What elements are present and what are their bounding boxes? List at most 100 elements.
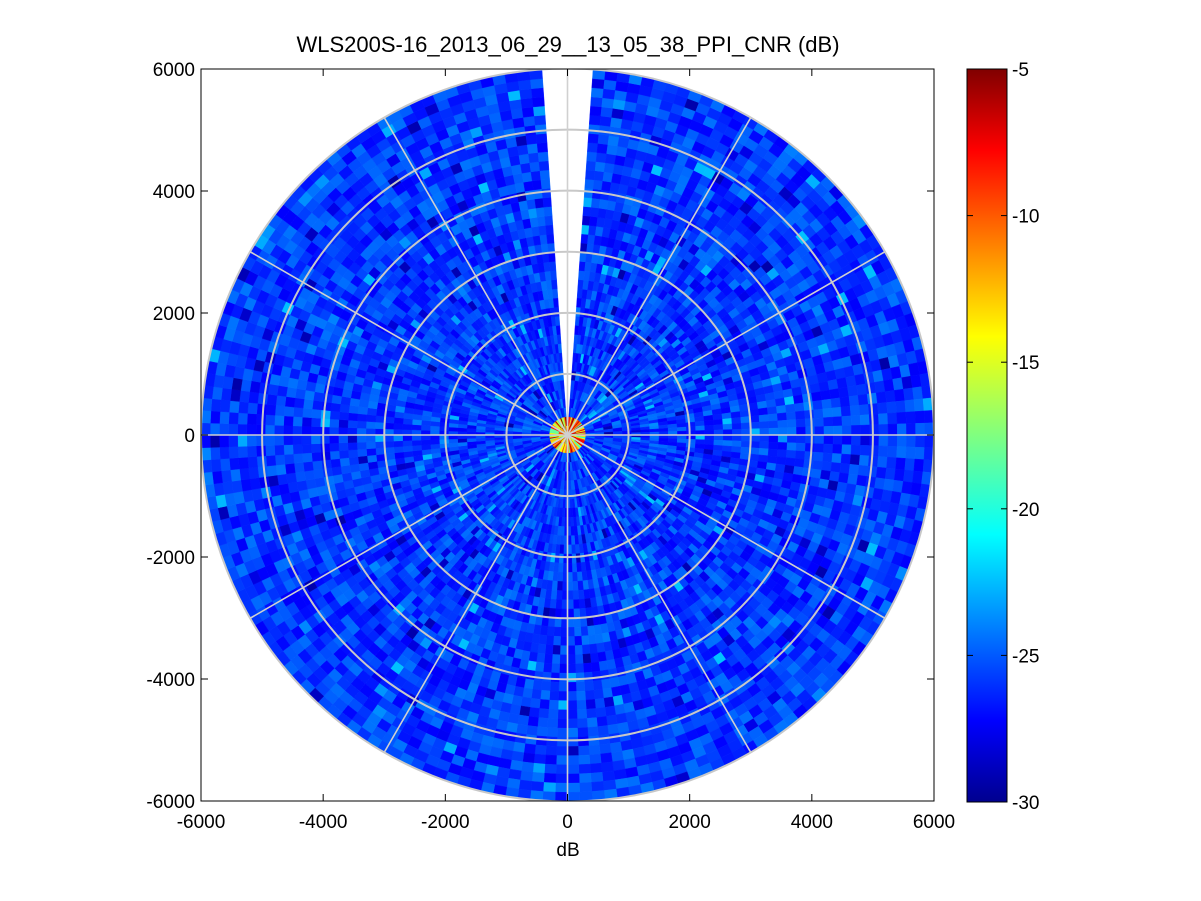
heatmap-cell [302,407,313,418]
heatmap-cell [393,434,403,442]
heatmap-cell [521,171,533,183]
heatmap-cell [594,161,606,173]
heatmap-cell [774,397,786,407]
heatmap-cell [338,434,348,444]
heatmap-cell [411,424,422,431]
heatmap-cell [585,169,596,181]
heatmap-cell [759,441,770,450]
heatmap-cell [284,396,296,408]
heatmap-cell [411,444,422,452]
heatmap-cell [804,451,815,461]
heatmap-cell [777,442,788,451]
heatmap-cell [593,688,604,700]
heatmap-cell [301,443,312,454]
heatmap-cell [750,428,761,436]
heatmap-cell [537,151,549,162]
heatmap-cell [848,395,860,407]
heatmap-cell [850,415,861,426]
heatmap-cell [823,434,834,445]
heatmap-cell [528,707,540,718]
heatmap-cell [587,634,597,645]
heatmap-cell [570,526,575,536]
heatmap-cell [561,599,568,610]
heatmap-cell [786,449,797,459]
heatmap-cell [347,434,358,443]
heatmap-cell [777,419,788,429]
heatmap-cell [579,607,587,619]
heatmap-cell [842,435,852,446]
heatmap-cell [574,635,583,646]
heatmap-cell [573,626,582,637]
heatmap-cell [319,426,330,436]
heatmap-cell [768,434,779,443]
heatmap-cell [331,466,343,476]
heatmap-cell [592,179,604,191]
heatmap-cell [283,453,295,465]
heatmap-cell [301,416,312,427]
heatmap-cell [304,469,315,481]
heatmap-cell [777,427,788,436]
heatmap-cell [338,442,349,452]
heatmap-cell [339,403,350,413]
heatmap-cell [567,682,577,692]
heatmap-cell [551,654,561,665]
heatmap-cell [555,599,563,610]
heatmap-cell [573,617,581,628]
heatmap-cell [805,434,816,444]
heatmap-cell [768,427,779,436]
heatmap-cell [555,325,561,335]
heatmap-cell [310,434,321,445]
heatmap-cell [522,687,533,699]
heatmap-cell [581,215,591,226]
heatmap-cell [722,434,733,441]
heatmap-cell [519,705,531,717]
heatmap-cell [311,408,322,419]
heatmap-cell [560,627,568,637]
heatmap-cell [603,162,615,174]
heatmap-cell [330,458,341,468]
heatmap-cell [312,400,323,411]
heatmap-cell [357,413,368,422]
heatmap-cell [554,608,562,619]
heatmap-cell [329,442,340,452]
heatmap-cell [557,700,568,711]
heatmap-cell [340,464,352,475]
heatmap-cell [581,644,591,655]
heatmap-cell [585,160,597,171]
heatmap-cell [310,443,321,453]
heatmap-cell [740,440,751,448]
heatmap-cell [365,421,376,429]
heatmap-cell [466,437,477,443]
heatmap-cell [348,405,359,414]
heatmap-cell [586,625,596,636]
heatmap-cell [552,288,559,299]
heatmap-cell [384,434,394,442]
heatmap-cell [841,415,852,427]
heatmap-cell [600,678,612,690]
heatmap-cell [561,590,568,601]
heatmap-cell [787,434,797,444]
heatmap-cell [302,461,314,472]
heatmap-cell [293,453,304,464]
heatmap-cell [814,434,825,445]
heatmap-cell [793,394,804,405]
heatmap-cell [768,441,779,450]
heatmap-cell [384,440,395,448]
heatmap-cell [584,689,595,701]
heatmap-cell [813,451,824,462]
heatmap-cell [595,707,607,718]
heatmap-cell [544,644,554,655]
heatmap-cell [293,406,304,418]
heatmap-cell [293,462,305,473]
heatmap-cell [804,409,815,420]
heatmap-cell [794,402,805,412]
heatmap-cell [534,661,545,673]
heatmap-cell [567,700,578,711]
heatmap-cell [366,414,377,423]
heatmap-cell [549,261,557,272]
heatmap-cell [839,396,851,408]
heatmap-cell [329,426,339,436]
heatmap-cell [319,434,330,444]
heatmap-cell [357,455,369,465]
heatmap-cell [321,401,332,412]
